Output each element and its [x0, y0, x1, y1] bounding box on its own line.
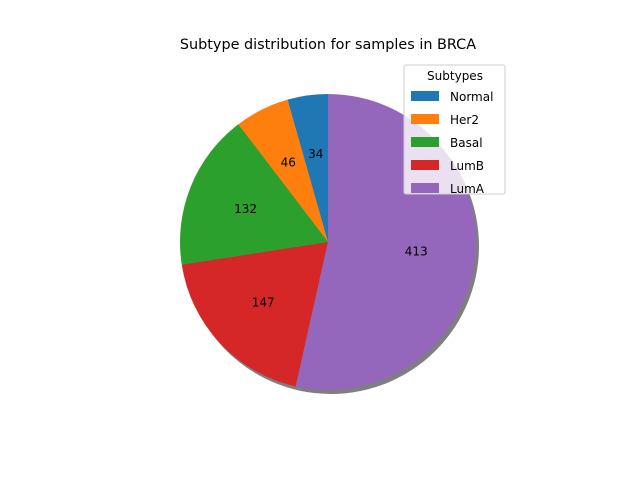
slice-label-basal: 132: [234, 202, 257, 216]
slice-label-lumb: 147: [252, 296, 275, 310]
legend-title: Subtypes: [427, 69, 483, 83]
legend: Subtypes Normal Her2 Basal LumB LumA: [403, 64, 506, 196]
legend-label-her2: Her2: [450, 113, 479, 127]
slice-basal: [180, 124, 328, 265]
legend-label-lumb: LumB: [450, 159, 484, 173]
slice-lumb: [181, 242, 328, 387]
legend-label-normal: Normal: [450, 90, 493, 104]
slice-label-luma: 413: [405, 245, 428, 259]
legend-swatch-lumb: [411, 160, 439, 170]
legend-swatch-basal: [411, 137, 439, 147]
slice-her2: [238, 99, 328, 242]
slice-normal: [287, 94, 328, 242]
legend-swatch-her2: [411, 114, 439, 124]
legend-label-basal: Basal: [450, 136, 483, 150]
legend-swatch-normal: [411, 91, 439, 101]
slice-label-normal: 34: [308, 147, 323, 161]
legend-frame: [403, 64, 506, 195]
slice-label-her2: 46: [281, 156, 296, 170]
legend-label-luma: LumA: [450, 182, 485, 196]
legend-swatch-luma: [411, 183, 439, 193]
slice-labels: 34 46 132 147 413: [234, 147, 428, 310]
legend-items: Normal Her2 Basal LumB LumA: [411, 90, 493, 196]
chart-title: Subtype distribution for samples in BRCA: [180, 37, 476, 53]
